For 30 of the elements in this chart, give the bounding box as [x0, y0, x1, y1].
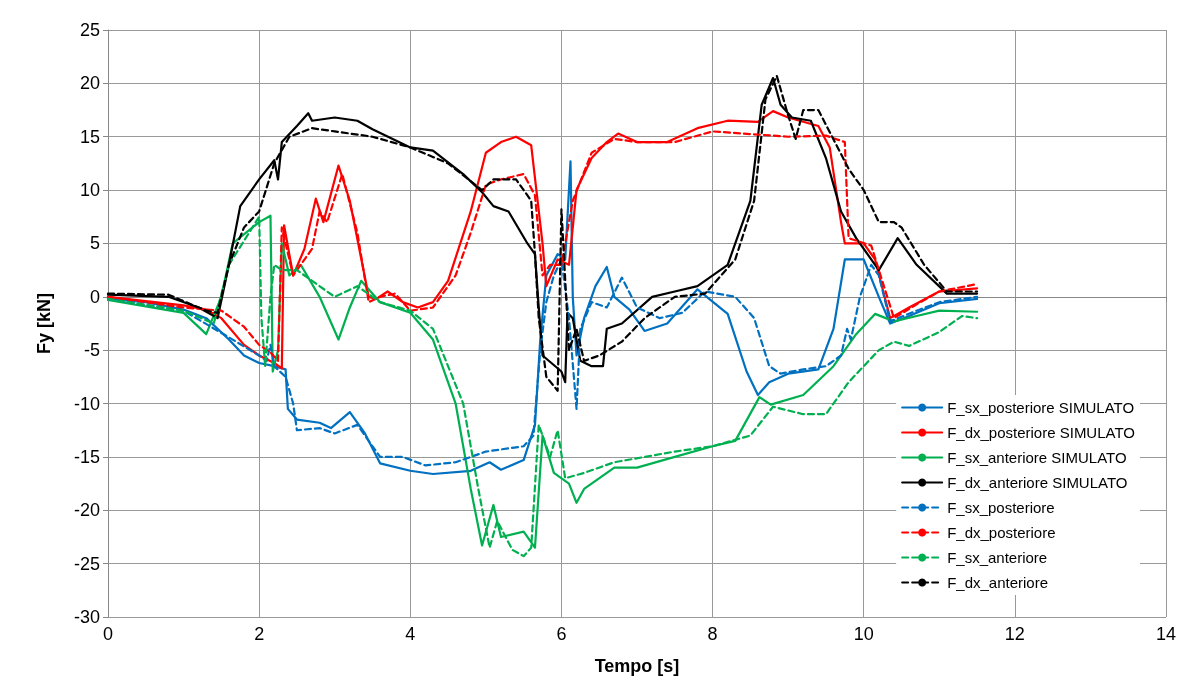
x-tick-label: 2 [254, 624, 265, 644]
y-tick-label: 5 [89, 233, 100, 254]
x-axis-title: Tempo [s] [594, 656, 680, 676]
legend-label: F_sx_anteriore [947, 549, 1048, 566]
legend-label: F_sx_posteriore [947, 499, 1055, 516]
x-tick-label: 12 [1004, 624, 1025, 644]
y-tick-label: -20 [73, 500, 100, 521]
y-tick-label: 20 [79, 73, 100, 94]
y-tick-label: -15 [73, 446, 100, 467]
y-tick-label: -30 [73, 607, 100, 627]
y-axis-title: Fy [kN] [34, 292, 54, 355]
legend-label: F_dx_posteriore [947, 524, 1056, 541]
x-tick-label: 6 [556, 624, 567, 644]
y-tick-label: -5 [83, 340, 100, 361]
x-tick-label: 4 [405, 624, 416, 644]
legend-label: F_dx_anteriore SIMULATO [947, 474, 1128, 491]
y-tick-label: 15 [79, 126, 100, 147]
y-tick-label: 25 [79, 20, 100, 40]
legend-label: F_sx_posteriore SIMULATO [947, 399, 1135, 416]
x-tick-label: 8 [707, 624, 718, 644]
x-tick-label: 10 [853, 624, 874, 644]
y-tick-label: -10 [73, 393, 100, 414]
y-tick-label: -25 [73, 553, 100, 574]
y-tick-label: 0 [89, 286, 100, 307]
legend-label: F_dx_anteriore [947, 574, 1049, 591]
legend-label: F_sx_anteriore SIMULATO [947, 449, 1127, 466]
legend-label: F_dx_posteriore SIMULATO [947, 424, 1136, 441]
x-tick-label: 14 [1155, 624, 1177, 644]
y-tick-label: 10 [79, 180, 100, 201]
x-tick-label: 0 [102, 624, 114, 644]
